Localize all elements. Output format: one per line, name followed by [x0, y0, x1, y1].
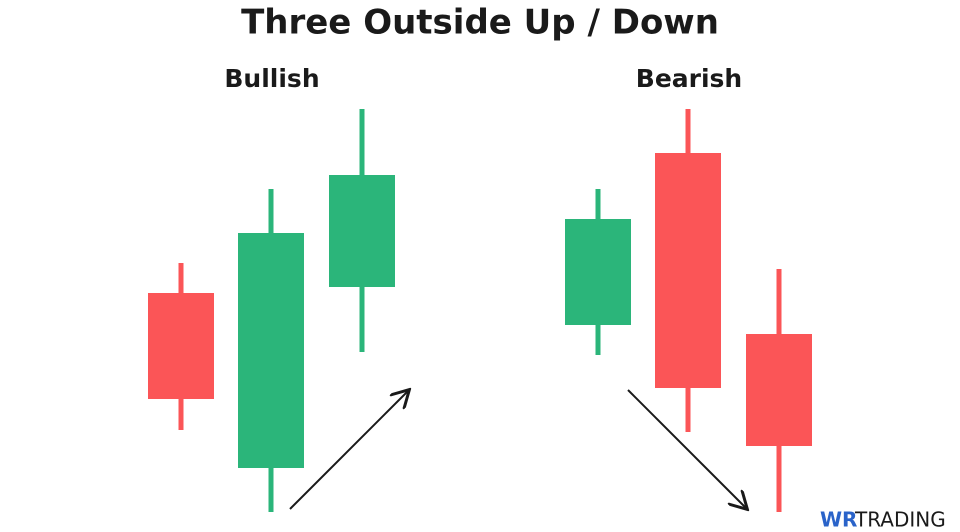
- candle-body: [746, 334, 812, 446]
- logo: WR TRADING: [820, 508, 946, 532]
- panel-label: Bearish: [636, 64, 742, 93]
- candle-body: [238, 233, 304, 468]
- bullish-panel: Bullish: [148, 64, 408, 512]
- arrow: [627, 389, 746, 508]
- panel-label: Bullish: [224, 64, 319, 93]
- title: Three Outside Up / Down: [241, 3, 719, 43]
- candle-body: [329, 175, 395, 287]
- arrow: [289, 391, 408, 510]
- bearish-panel: Bearish: [565, 64, 812, 512]
- candle-body: [148, 293, 214, 399]
- logo-mark: WR: [820, 508, 857, 532]
- candle-body: [565, 219, 631, 325]
- candle-body: [655, 153, 721, 388]
- logo-text: TRADING: [854, 508, 946, 532]
